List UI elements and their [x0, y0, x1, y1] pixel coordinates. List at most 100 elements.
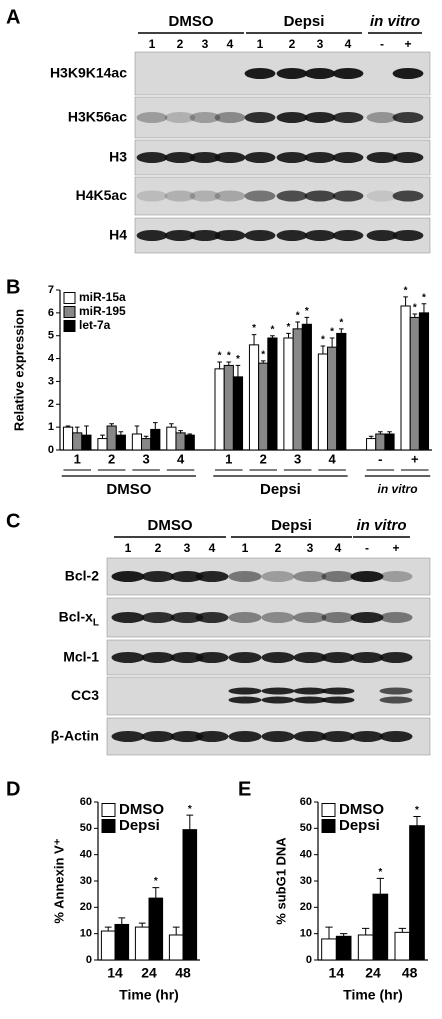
- legend-swatch: [63, 320, 76, 332]
- y-axis-title: % Annexin V⁺: [51, 838, 66, 923]
- significance-mark: *: [339, 317, 343, 328]
- blot-band: [379, 612, 413, 623]
- group-label: in vitro: [356, 517, 406, 534]
- y-tick-label: 0: [48, 444, 54, 456]
- blot-band: [195, 731, 229, 742]
- bar: [131, 433, 143, 451]
- lane-label: 4: [209, 541, 216, 555]
- blot-band: [261, 731, 295, 742]
- error-bar: [65, 425, 71, 428]
- blot-band: [141, 731, 175, 742]
- group-label: Depsi: [271, 517, 312, 534]
- x-tick-label: 2: [260, 451, 267, 466]
- row-label-text: Mcl-1: [63, 648, 99, 664]
- row-label-text: H3: [109, 148, 127, 164]
- blot-band: [332, 152, 364, 163]
- y-tick-label: 50: [80, 822, 92, 834]
- blot-band: [332, 190, 364, 202]
- blot-band: [136, 152, 168, 163]
- error-bar: [104, 926, 112, 932]
- error-bar: [295, 321, 300, 329]
- blot-band: [164, 190, 196, 202]
- blot-band: [170, 571, 204, 582]
- blot-band: [304, 152, 336, 163]
- legend-label: DMSO: [339, 801, 384, 818]
- y-tick-label: 7: [48, 284, 54, 296]
- legend-label: DMSO: [119, 801, 164, 818]
- blot-band: [170, 731, 204, 742]
- legend-label: Depsi: [339, 817, 380, 834]
- x-tick-label: 3: [294, 451, 301, 466]
- bar: [375, 433, 386, 451]
- blot-band: [111, 652, 145, 663]
- row-label: Bcl-xL: [59, 608, 99, 628]
- row-label-text: CC3: [71, 687, 99, 703]
- y-tick-label: 30: [80, 875, 92, 887]
- legend-label: let-7a: [79, 318, 111, 332]
- bar: [248, 344, 260, 451]
- blot-band: [189, 112, 221, 123]
- bar: [301, 323, 312, 451]
- blot-band: [304, 68, 336, 79]
- legend-swatch: [321, 803, 336, 817]
- row-label-text: H4: [109, 226, 127, 242]
- y-tick-label: 3: [48, 375, 54, 387]
- blot-band: [350, 612, 384, 623]
- lane-label: 1: [125, 541, 132, 555]
- lane-label: +: [392, 541, 399, 555]
- bar: [166, 426, 177, 451]
- error-bar: [74, 426, 80, 433]
- y-tick-label: 60: [300, 796, 312, 808]
- blot-band: [261, 652, 295, 663]
- blot-strip: [106, 676, 431, 716]
- y-axis-title: % subG1 DNA: [273, 837, 288, 925]
- bar: [267, 337, 278, 451]
- error-bar: [109, 423, 114, 426]
- error-bar: [286, 332, 291, 338]
- blot-band: [141, 652, 175, 663]
- error-bar: [186, 814, 194, 830]
- blot-band: [214, 112, 246, 123]
- error-bar: [235, 364, 241, 377]
- error-bar: [421, 303, 427, 313]
- row-label: H4K5ac: [76, 187, 128, 203]
- bar: [115, 434, 126, 451]
- bar: [62, 426, 74, 451]
- error-bar: [84, 425, 89, 436]
- row-label: β-Actin: [51, 727, 99, 743]
- blot-band: [366, 190, 398, 202]
- significance-mark: *: [218, 351, 222, 362]
- error-bar: [217, 361, 222, 369]
- lane-label: 1: [257, 37, 264, 51]
- y-tick-label: 40: [300, 849, 312, 861]
- lane-label: 1: [242, 541, 249, 555]
- blot-band: [228, 571, 262, 582]
- error-bar: [118, 917, 126, 925]
- error-bar: [172, 926, 180, 935]
- blot-band: [244, 112, 276, 123]
- error-bar: [329, 337, 335, 348]
- x-tick-label: 24: [141, 965, 157, 981]
- row-label-subscript: L: [93, 617, 99, 628]
- y-tick-label: 4: [48, 352, 55, 364]
- group-label: Depsi: [284, 13, 325, 30]
- blot-band: [366, 112, 398, 123]
- blot-band: [392, 112, 424, 123]
- bar: [100, 930, 116, 961]
- blot-band: [379, 731, 413, 742]
- blot-band: [214, 152, 246, 163]
- blot-band: [195, 612, 229, 623]
- lane-label: 4: [335, 541, 342, 555]
- blot-band: [136, 112, 168, 123]
- bar: [292, 328, 303, 451]
- group-label: in vitro: [378, 482, 418, 496]
- row-label-text: H3K56ac: [68, 108, 127, 124]
- blot-band: [228, 612, 262, 623]
- blot-band: [244, 152, 276, 163]
- error-bar: [187, 433, 193, 436]
- x-tick-label: 2: [108, 451, 115, 466]
- legend-swatch: [101, 819, 116, 833]
- error-bar: [362, 927, 370, 935]
- blot-band: [189, 230, 221, 241]
